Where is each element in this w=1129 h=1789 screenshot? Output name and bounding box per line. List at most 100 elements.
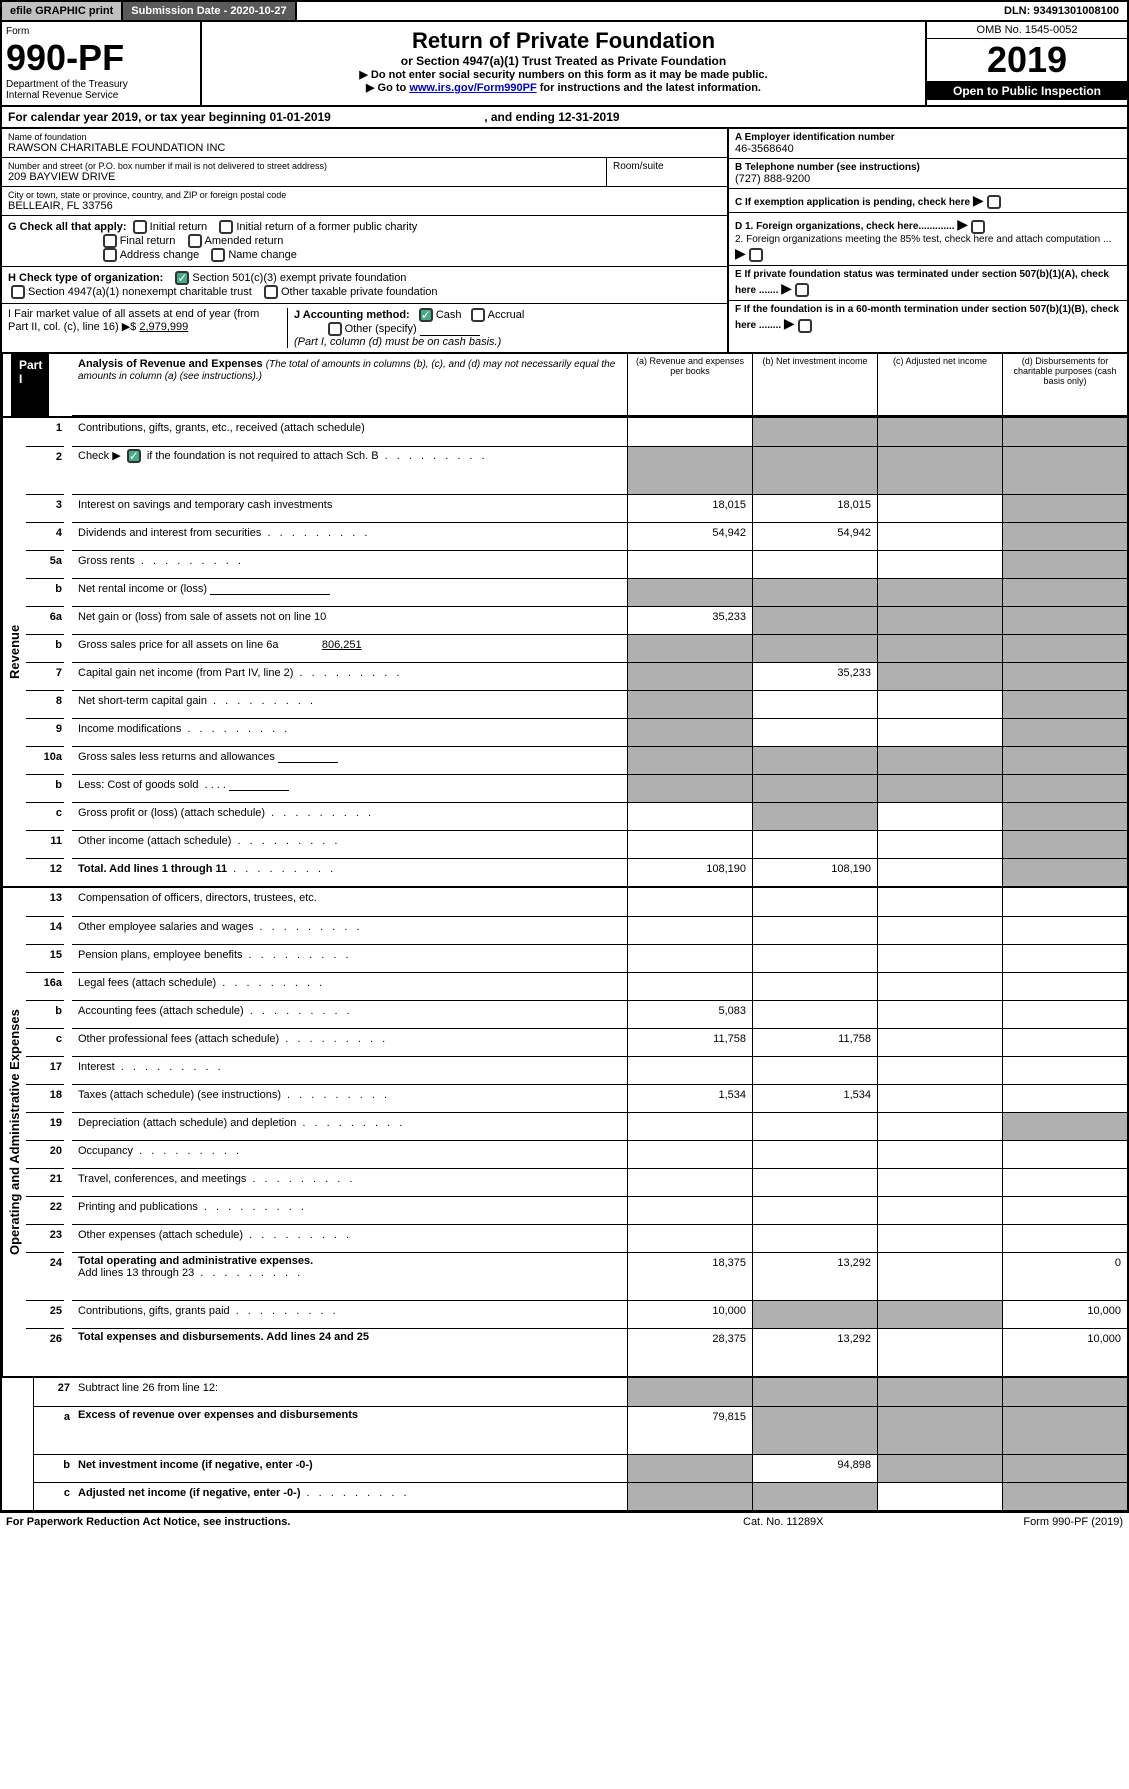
line-16a-desc: Legal fees (attach schedule) — [72, 972, 627, 1000]
efile-label[interactable]: efile GRAPHIC print — [2, 2, 123, 20]
form-title: Return of Private Foundation — [208, 28, 919, 54]
checkbox-amended[interactable] — [188, 234, 202, 248]
line-27-desc: Subtract line 26 from line 12: — [72, 1378, 627, 1406]
section-d2-label: 2. Foreign organizations meeting the 85%… — [735, 234, 1111, 245]
line-24-desc: Total operating and administrative expen… — [72, 1252, 627, 1300]
city-state-zip: BELLEAIR, FL 33756 — [8, 200, 721, 212]
line-19-desc: Depreciation (attach schedule) and deple… — [72, 1112, 627, 1140]
section-g: G Check all that apply: Initial return I… — [2, 216, 727, 267]
room-label: Room/suite — [607, 158, 727, 186]
part-1-table: Part I Analysis of Revenue and Expenses … — [0, 354, 1129, 418]
opex-label: Operating and Administrative Expenses — [2, 888, 26, 1376]
addr-label: Number and street (or P.O. box number if… — [8, 161, 600, 171]
checkbox-other-taxable[interactable] — [264, 285, 278, 299]
line-27b-desc: Net investment income (if negative, ente… — [72, 1454, 627, 1482]
checkbox-c[interactable] — [987, 195, 1001, 209]
col-d-opex: 0 10,000 10,000 — [1002, 888, 1127, 1376]
revenue-label: Revenue — [2, 418, 26, 886]
note-1: ▶ Do not enter social security numbers o… — [208, 68, 919, 81]
checkbox-accrual[interactable] — [471, 308, 485, 322]
form-ref: Form 990-PF (2019) — [943, 1516, 1123, 1528]
line-15-desc: Pension plans, employee benefits — [72, 944, 627, 972]
checkbox-d1[interactable] — [971, 220, 985, 234]
col-b-header: (b) Net investment income — [753, 354, 877, 416]
form-number: 990-PF — [6, 37, 196, 79]
line-12-desc: Total. Add lines 1 through 11 — [72, 858, 627, 886]
line-2-desc: Check ▶ if the foundation is not require… — [72, 446, 627, 494]
line-26-desc: Total expenses and disbursements. Add li… — [72, 1328, 627, 1376]
checkbox-f[interactable] — [798, 319, 812, 333]
checkbox-other-method[interactable] — [328, 322, 342, 336]
col-c-revenue — [877, 418, 1002, 886]
foundation-name: RAWSON CHARITABLE FOUNDATION INC — [8, 142, 721, 154]
col-d-header: (d) Disbursements for charitable purpose… — [1003, 354, 1127, 416]
line-11-desc: Other income (attach schedule) — [72, 830, 627, 858]
part-title-cell: Analysis of Revenue and Expenses (The to… — [72, 354, 627, 416]
line-10b-desc: Less: Cost of goods sold . . . . — [72, 774, 627, 802]
checkbox-d2[interactable] — [749, 248, 763, 262]
line-21-desc: Travel, conferences, and meetings — [72, 1168, 627, 1196]
fmv-value: 2,979,999 — [139, 321, 188, 333]
phone-label: B Telephone number (see instructions) — [735, 162, 920, 173]
paperwork-notice: For Paperwork Reduction Act Notice, see … — [6, 1516, 743, 1528]
line-27-section: 27 a b c Subtract line 26 from line 12: … — [0, 1378, 1129, 1512]
section-d1-label: D 1. Foreign organizations, check here..… — [735, 221, 955, 232]
cat-number: Cat. No. 11289X — [743, 1516, 943, 1528]
address: 209 BAYVIEW DRIVE — [8, 171, 600, 183]
opex-section: Operating and Administrative Expenses 13… — [0, 888, 1129, 1378]
part-tab: Part I — [11, 354, 49, 416]
checkbox-cash[interactable] — [419, 308, 433, 322]
tax-year: 2019 — [927, 39, 1127, 82]
checkbox-e[interactable] — [795, 283, 809, 297]
line-27a-desc: Excess of revenue over expenses and disb… — [72, 1406, 627, 1454]
line-5a-desc: Gross rents — [72, 550, 627, 578]
checkbox-initial-former[interactable] — [219, 220, 233, 234]
checkbox-sch-b[interactable] — [127, 449, 141, 463]
city-label: City or town, state or province, country… — [8, 190, 721, 200]
line-8-desc: Net short-term capital gain — [72, 690, 627, 718]
line-9-desc: Income modifications — [72, 718, 627, 746]
line-20-desc: Occupancy — [72, 1140, 627, 1168]
line-10a-desc: Gross sales less returns and allowances — [72, 746, 627, 774]
line-25-desc: Contributions, gifts, grants paid — [72, 1300, 627, 1328]
line-14-desc: Other employee salaries and wages — [72, 916, 627, 944]
calendar-year-row: For calendar year 2019, or tax year begi… — [0, 107, 1129, 129]
line-16c-desc: Other professional fees (attach schedule… — [72, 1028, 627, 1056]
spacer — [297, 2, 996, 20]
line-6a-desc: Net gain or (loss) from sale of assets n… — [72, 606, 627, 634]
line-5b-desc: Net rental income or (loss) — [72, 578, 627, 606]
phone-value: (727) 888-9200 — [735, 173, 810, 185]
name-label: Name of foundation — [8, 132, 721, 142]
line-10c-desc: Gross profit or (loss) (attach schedule) — [72, 802, 627, 830]
section-i-j: I Fair market value of all assets at end… — [2, 304, 727, 352]
checkbox-4947[interactable] — [11, 285, 25, 299]
line-13-desc: Compensation of officers, directors, tru… — [72, 888, 627, 916]
page-footer: For Paperwork Reduction Act Notice, see … — [0, 1512, 1129, 1531]
ein-label: A Employer identification number — [735, 132, 895, 143]
col-c-opex — [877, 888, 1002, 1376]
omb-number: OMB No. 1545-0052 — [927, 22, 1127, 39]
top-bar: efile GRAPHIC print Submission Date - 20… — [0, 0, 1129, 22]
form-header: Form 990-PF Department of the Treasury I… — [0, 22, 1129, 107]
col-a-revenue: 18,015 54,942 35,233 108,190 — [627, 418, 752, 886]
ein-value: 46-3568640 — [735, 143, 794, 155]
col-d-revenue — [1002, 418, 1127, 886]
section-c-label: C If exemption application is pending, c… — [735, 197, 970, 208]
line-6b-desc: Gross sales price for all assets on line… — [72, 634, 627, 662]
checkbox-initial-return[interactable] — [133, 220, 147, 234]
checkbox-address-change[interactable] — [103, 248, 117, 262]
checkbox-501c3[interactable] — [175, 271, 189, 285]
form-subtitle: or Section 4947(a)(1) Trust Treated as P… — [208, 54, 919, 68]
checkbox-final-return[interactable] — [103, 234, 117, 248]
note-2: ▶ Go to www.irs.gov/Form990PF for instru… — [208, 81, 919, 94]
form-label: Form — [6, 26, 196, 37]
line-27c-desc: Adjusted net income (if negative, enter … — [72, 1482, 627, 1510]
irs-link[interactable]: www.irs.gov/Form990PF — [409, 82, 536, 94]
col-a-opex: 5,083 11,758 1,534 18,375 10,000 28,375 — [627, 888, 752, 1376]
dept-label: Department of the Treasury — [6, 79, 196, 90]
checkbox-name-change[interactable] — [211, 248, 225, 262]
line-22-desc: Printing and publications — [72, 1196, 627, 1224]
info-grid: Name of foundation RAWSON CHARITABLE FOU… — [0, 129, 1129, 354]
section-h: H Check type of organization: Section 50… — [2, 267, 727, 304]
line-1-desc: Contributions, gifts, grants, etc., rece… — [72, 418, 627, 446]
